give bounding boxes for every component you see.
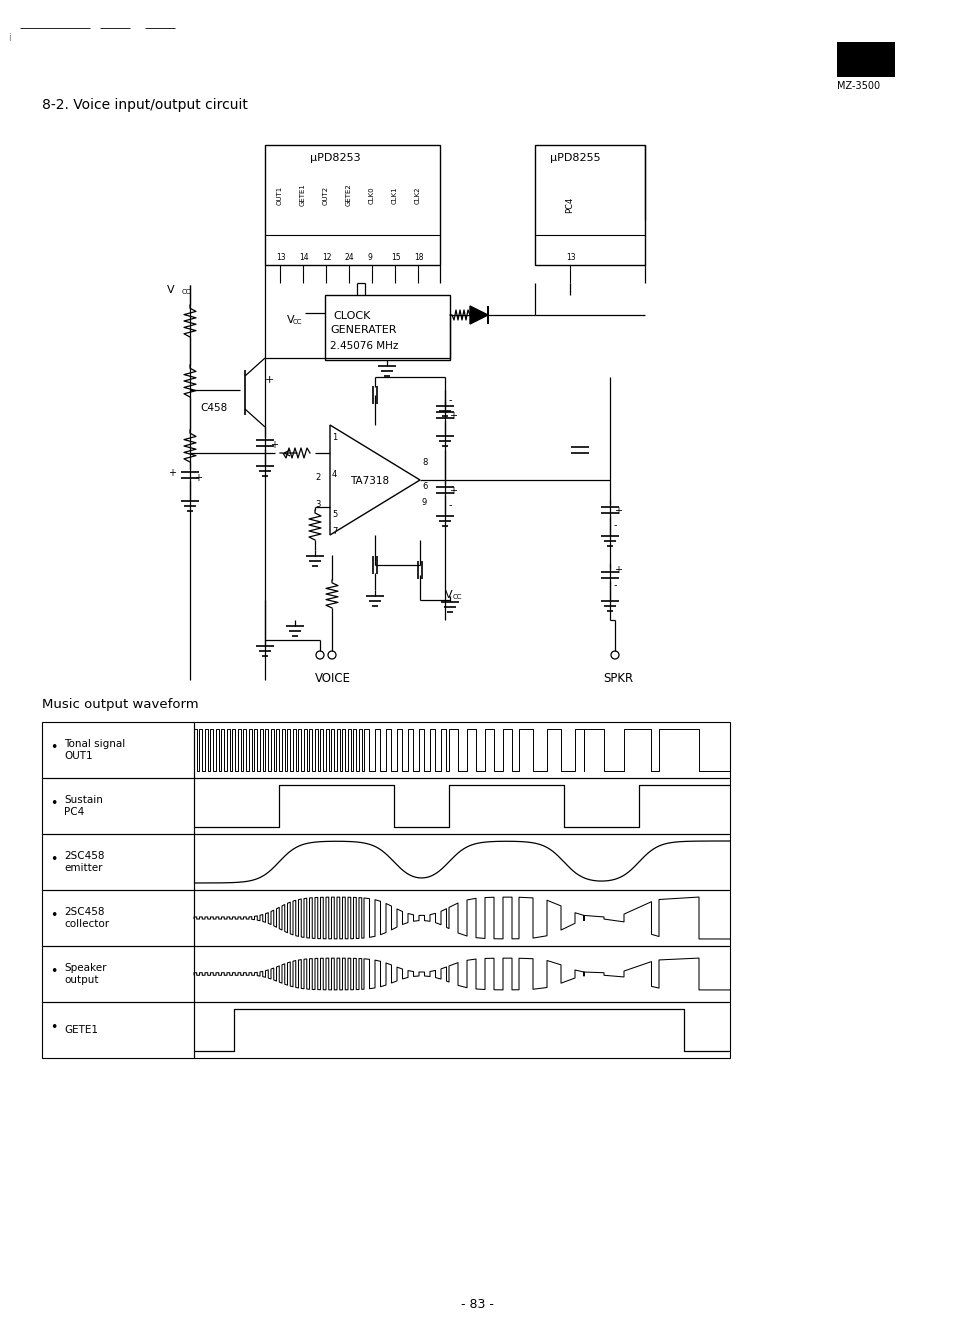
Text: SPKR: SPKR (602, 672, 633, 686)
Bar (42, 834, 193, 890)
Text: +: + (614, 506, 621, 516)
Text: 9: 9 (421, 498, 427, 507)
Text: V: V (287, 315, 294, 325)
Text: 12: 12 (322, 253, 331, 262)
Polygon shape (470, 307, 488, 324)
Text: μPD8255: μPD8255 (550, 153, 600, 163)
Text: +: + (449, 411, 456, 420)
Text: Music output waveform: Music output waveform (42, 698, 198, 711)
Bar (535, 145, 644, 265)
Text: -: - (614, 520, 617, 530)
Bar (193, 834, 729, 890)
Text: OUT1: OUT1 (276, 185, 283, 205)
Text: •: • (50, 965, 57, 979)
Text: Tonal signal
OUT1: Tonal signal OUT1 (64, 739, 125, 761)
Text: 9: 9 (368, 253, 373, 262)
Text: CLK2: CLK2 (415, 186, 420, 204)
Bar (836, 42, 894, 78)
Text: - 83 -: - 83 - (460, 1297, 493, 1311)
Bar (193, 722, 729, 778)
Text: 24: 24 (345, 253, 355, 262)
Bar (193, 890, 729, 945)
Text: 8-2. Voice input/output circuit: 8-2. Voice input/output circuit (42, 98, 248, 112)
Text: 7: 7 (332, 528, 337, 536)
Text: 18: 18 (414, 253, 423, 262)
Bar (193, 778, 729, 834)
Text: CLK1: CLK1 (392, 186, 397, 204)
Bar (42, 890, 193, 945)
Text: •: • (50, 853, 57, 866)
Text: 4: 4 (332, 470, 337, 479)
Bar (42, 1002, 193, 1058)
Text: Sustain
PC4: Sustain PC4 (64, 795, 103, 817)
Text: μPD8253: μPD8253 (310, 153, 360, 163)
Text: CC: CC (293, 319, 302, 325)
Text: +: + (614, 565, 621, 574)
Text: -: - (614, 580, 617, 590)
Text: 5: 5 (332, 510, 337, 520)
Text: TA7318: TA7318 (350, 475, 389, 486)
Text: 13: 13 (565, 253, 575, 262)
Text: VOICE: VOICE (314, 672, 351, 686)
Text: GETE1: GETE1 (64, 1024, 98, 1035)
Text: +: + (193, 473, 202, 483)
Text: i: i (8, 33, 10, 43)
Text: GENERATER: GENERATER (330, 325, 396, 335)
Text: +: + (265, 375, 274, 386)
Text: +: + (270, 441, 277, 450)
Polygon shape (330, 424, 419, 536)
Bar (265, 145, 439, 265)
Text: PC4: PC4 (565, 197, 574, 213)
Bar (42, 945, 193, 1002)
Text: 2: 2 (314, 473, 320, 482)
Text: 13: 13 (275, 253, 285, 262)
Bar (193, 1002, 729, 1058)
Text: 6: 6 (421, 482, 427, 491)
Text: CLOCK: CLOCK (333, 311, 370, 321)
Bar (42, 722, 193, 778)
Text: CLK0: CLK0 (369, 186, 375, 204)
Text: 2.45076 MHz: 2.45076 MHz (330, 341, 398, 351)
Text: CC: CC (453, 595, 462, 600)
Text: +: + (168, 469, 175, 478)
Text: C458: C458 (200, 403, 227, 412)
Text: •: • (50, 798, 57, 810)
Text: 8: 8 (421, 458, 427, 467)
Text: 2SC458
collector: 2SC458 collector (64, 908, 109, 929)
Text: Speaker
output: Speaker output (64, 963, 107, 984)
Text: •: • (50, 1022, 57, 1035)
Text: GETE1: GETE1 (299, 183, 306, 206)
Text: 1: 1 (332, 432, 337, 442)
Text: GETE2: GETE2 (346, 183, 352, 206)
Text: CC: CC (182, 289, 192, 295)
Text: 2SC458
emitter: 2SC458 emitter (64, 852, 105, 873)
Text: •: • (50, 909, 57, 923)
Text: •: • (50, 742, 57, 754)
Bar (193, 945, 729, 1002)
Text: 3: 3 (314, 499, 320, 509)
Text: -: - (449, 395, 452, 404)
Text: 14: 14 (298, 253, 309, 262)
Text: MZ-3500: MZ-3500 (836, 80, 880, 91)
Text: V: V (444, 590, 452, 600)
Text: +: + (449, 486, 456, 495)
Text: OUT2: OUT2 (323, 185, 329, 205)
Text: V: V (167, 285, 174, 295)
Text: -: - (449, 499, 452, 510)
Bar (42, 778, 193, 834)
Bar (325, 295, 450, 360)
Text: 15: 15 (391, 253, 400, 262)
